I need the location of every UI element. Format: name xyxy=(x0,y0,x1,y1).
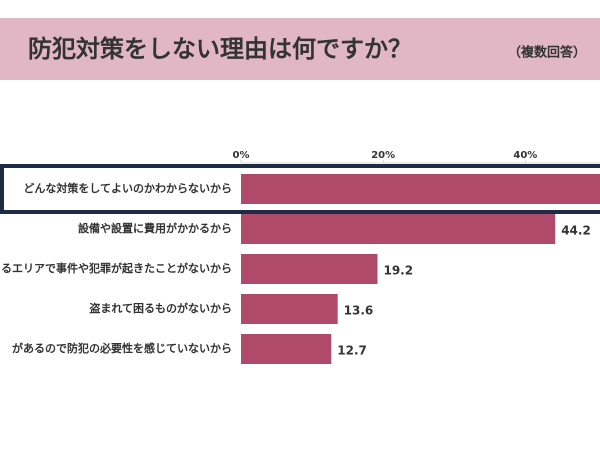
bar xyxy=(241,214,556,244)
y-tick-label: 設備や設置に費用がかかるから xyxy=(78,221,232,235)
chart-subtitle: （複数回答） xyxy=(508,45,586,61)
chart-title: 防犯対策をしない理由は何ですか？ xyxy=(28,35,412,63)
y-tick-label: 盗まれて困るものがないから xyxy=(89,301,232,315)
y-tick-label: るエリアで事件や犯罪が起きたことがないから xyxy=(1,261,232,275)
x-tick-label: 40% xyxy=(513,150,537,161)
x-tick-label: 20% xyxy=(371,150,395,161)
y-tick-label: があるので防犯の必要性を感じていないから xyxy=(12,341,232,355)
value-label: 12.7 xyxy=(337,344,367,358)
value-label: 13.6 xyxy=(344,304,374,318)
value-label: 44.2 xyxy=(561,224,591,238)
value-label: 19.2 xyxy=(383,264,413,278)
bar xyxy=(241,254,378,284)
x-tick-label: 0% xyxy=(233,150,250,161)
bar xyxy=(241,174,600,204)
bar xyxy=(241,294,338,324)
highlight-box xyxy=(0,164,600,214)
y-tick-label: どんな対策をしてよいのかわからないから xyxy=(23,181,232,195)
bar xyxy=(241,334,332,364)
title-band xyxy=(0,18,600,80)
